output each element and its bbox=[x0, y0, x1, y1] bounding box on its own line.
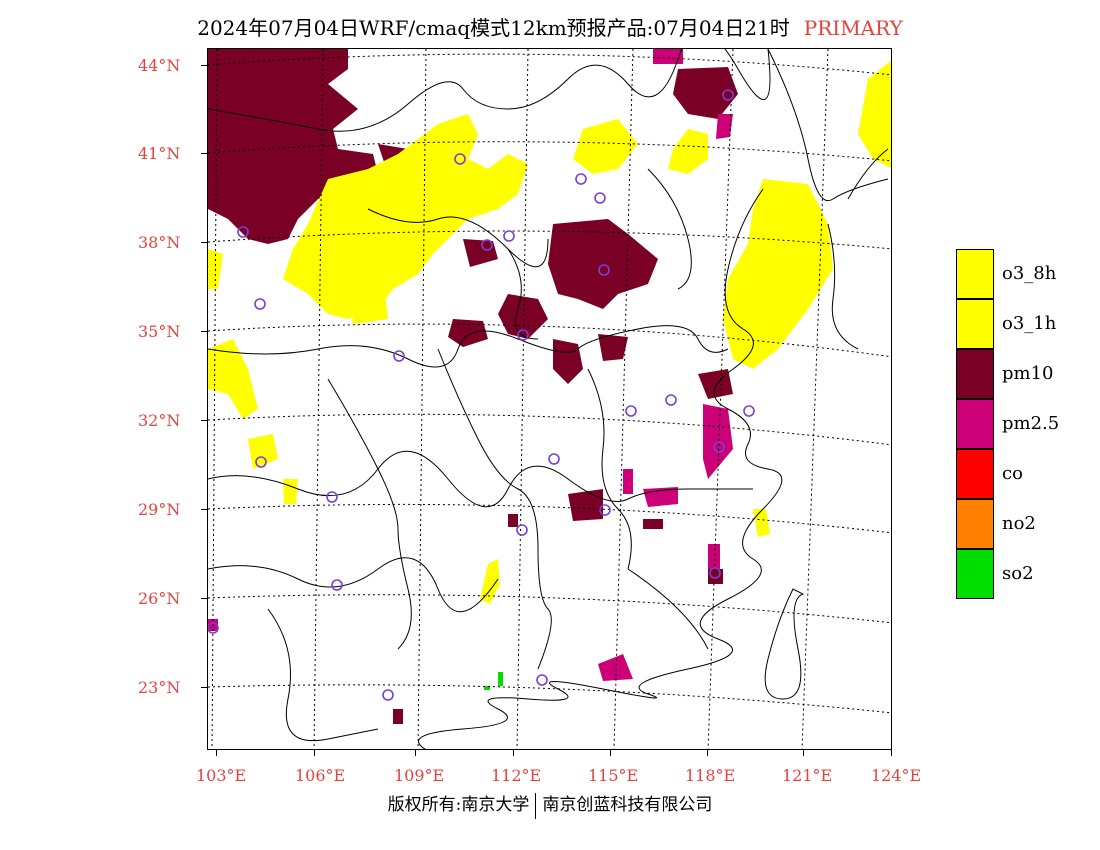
so2-areas bbox=[484, 672, 503, 690]
lon-tick bbox=[314, 750, 315, 756]
lat-tick bbox=[201, 65, 207, 66]
lon-label-118: 118°E bbox=[685, 766, 736, 785]
lat-label-41: 41°N bbox=[138, 144, 181, 163]
lat-label-38: 38°N bbox=[138, 233, 181, 252]
lon-label-115: 115°E bbox=[588, 766, 639, 785]
lon-tick bbox=[707, 750, 708, 756]
lat-label-35: 35°N bbox=[138, 322, 181, 341]
lat-label-32: 32°N bbox=[138, 411, 181, 430]
copyright-right: 南京创蓝科技有限公司 bbox=[542, 795, 713, 815]
legend-item-co: co bbox=[956, 449, 1100, 499]
lon-tick bbox=[803, 750, 804, 756]
lat-tick bbox=[201, 331, 207, 332]
o3-areas bbox=[208, 60, 891, 604]
legend-label: pm2.5 bbox=[1002, 413, 1060, 434]
lat-tick bbox=[201, 420, 207, 421]
legend-item-o3-8h: o3_8h bbox=[956, 249, 1100, 299]
legend-swatch bbox=[956, 249, 994, 299]
graticule bbox=[208, 49, 891, 749]
lon-tick bbox=[415, 750, 416, 756]
legend-label: pm10 bbox=[1002, 363, 1054, 384]
lat-label-26: 26°N bbox=[138, 589, 181, 608]
lat-tick bbox=[201, 242, 207, 243]
legend-item-so2: so2 bbox=[956, 549, 1100, 599]
copyright-footer: 版权所有:南京大学 南京创蓝科技有限公司 bbox=[0, 790, 1100, 819]
legend-item-pm25: pm2.5 bbox=[956, 399, 1100, 449]
pm10-areas bbox=[208, 49, 738, 724]
lat-label-44: 44°N bbox=[138, 56, 181, 75]
copyright-separator bbox=[535, 792, 537, 819]
legend-item-pm10: pm10 bbox=[956, 349, 1100, 399]
boundaries bbox=[208, 49, 889, 749]
lat-label-23: 23°N bbox=[138, 678, 181, 697]
lat-tick bbox=[201, 509, 207, 510]
legend-item-no2: no2 bbox=[956, 499, 1100, 549]
lon-label-112: 112°E bbox=[491, 766, 542, 785]
primary-tag: PRIMARY bbox=[803, 16, 903, 40]
lat-tick bbox=[201, 687, 207, 688]
legend-label: o3_1h bbox=[1002, 313, 1057, 334]
legend-swatch bbox=[956, 299, 994, 349]
lon-tick bbox=[891, 750, 892, 756]
legend-label: o3_8h bbox=[1002, 263, 1057, 284]
lon-label-121: 121°E bbox=[782, 766, 833, 785]
legend-swatch bbox=[956, 349, 994, 399]
lat-tick bbox=[201, 153, 207, 154]
legend-label: so2 bbox=[1002, 563, 1034, 584]
legend-label: no2 bbox=[1002, 513, 1036, 534]
legend-item-o3-1h: o3_1h bbox=[956, 299, 1100, 349]
map-title-text: 2024年07月04日WRF/cmaq模式12km预报产品:07月04日21时 bbox=[197, 16, 790, 40]
legend-swatch bbox=[956, 549, 994, 599]
lon-label-106: 106°E bbox=[295, 766, 346, 785]
map-title: 2024年07月04日WRF/cmaq模式12km预报产品:07月04日21时 P… bbox=[0, 12, 1100, 41]
lon-label-124: 124°E bbox=[871, 766, 922, 785]
lat-tick bbox=[201, 598, 207, 599]
pollution-map bbox=[207, 48, 892, 750]
lon-label-103: 103°E bbox=[196, 766, 247, 785]
legend-swatch bbox=[956, 449, 994, 499]
city-markers bbox=[208, 89, 755, 701]
legend-swatch bbox=[956, 499, 994, 549]
lat-label-29: 29°N bbox=[138, 500, 181, 519]
lon-label-109: 109°E bbox=[394, 766, 445, 785]
legend-label: co bbox=[1002, 463, 1023, 484]
copyright-left: 版权所有:南京大学 bbox=[387, 795, 530, 815]
lon-tick bbox=[216, 750, 217, 756]
lon-tick bbox=[513, 750, 514, 756]
map-canvas bbox=[208, 49, 891, 749]
lon-tick bbox=[610, 750, 611, 756]
legend-swatch bbox=[956, 399, 994, 449]
